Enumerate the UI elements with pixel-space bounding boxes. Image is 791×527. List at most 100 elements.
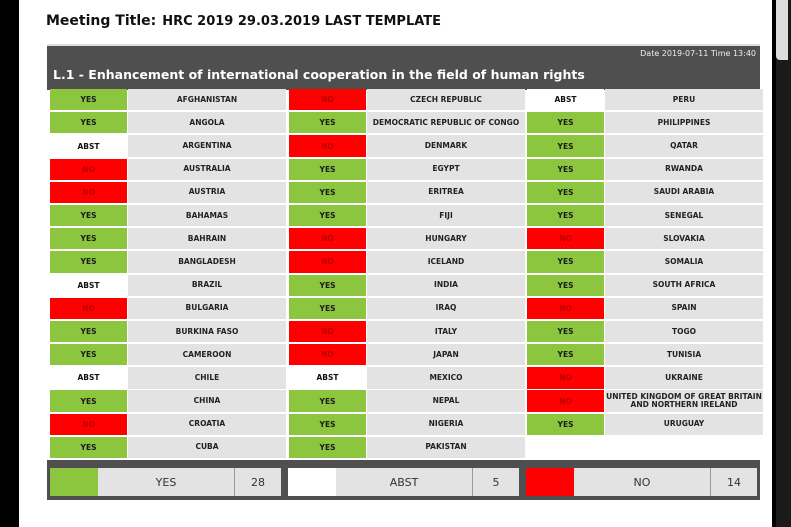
- vote-row: NO BULGARIA: [50, 297, 286, 319]
- country-name: DENMARK: [367, 135, 525, 157]
- vote-row: YES BURKINA FASO: [50, 320, 286, 343]
- vote-row: YES SAUDI ARABIA: [527, 181, 763, 204]
- country-name: SAUDI ARABIA: [605, 181, 763, 204]
- total-label: ABST: [336, 468, 473, 496]
- vote-badge: NO: [527, 367, 604, 389]
- scrollbar[interactable]: [776, 0, 791, 527]
- vote-badge: YES: [527, 344, 604, 366]
- vote-badge: YES: [527, 135, 604, 157]
- vote-row: YES CHINA: [50, 390, 286, 412]
- country-name: RWANDA: [605, 158, 763, 180]
- vote-row: ABST ARGENTINA: [50, 135, 286, 157]
- vote-row: NO AUSTRALIA: [50, 158, 286, 180]
- vote-badge: ABST: [50, 367, 127, 389]
- vote-row: YES BAHRAIN: [50, 228, 286, 250]
- vote-row: NO ICELAND: [289, 251, 525, 273]
- country-name: IRAQ: [367, 297, 525, 319]
- vote-row: YES URUGUAY: [527, 413, 763, 435]
- vote-badge: YES: [527, 158, 604, 180]
- meeting-title-label: Meeting Title:: [46, 13, 157, 29]
- resolution-title: L.1 - Enhancement of international coope…: [53, 67, 585, 82]
- vote-row: YES PAKISTAN: [289, 436, 525, 459]
- vote-row: YES TUNISIA: [527, 344, 763, 366]
- vote-row: YES RWANDA: [527, 158, 763, 180]
- country-name: BANGLADESH: [128, 251, 286, 273]
- vote-badge: NO: [50, 413, 127, 435]
- total-yes: YES 28: [50, 468, 281, 496]
- vote-row: NO SLOVAKIA: [527, 228, 763, 250]
- vote-badge: ABST: [50, 135, 127, 157]
- country-name: PAKISTAN: [367, 436, 525, 459]
- country-name: MEXICO: [367, 367, 525, 389]
- country-name: BAHRAIN: [128, 228, 286, 250]
- vote-row: YES SOMALIA: [527, 251, 763, 273]
- country-name: CAMEROON: [128, 344, 286, 366]
- vote-row: YES NIGERIA: [289, 413, 525, 435]
- country-name: ANGOLA: [128, 112, 286, 134]
- vote-badge: YES: [50, 251, 127, 273]
- country-name: FIJI: [367, 204, 525, 227]
- vote-badge: ABST: [289, 367, 366, 389]
- vote-column: YES AFGHANISTAN YES ANGOLA ABST ARGENTINA NO AU…: [50, 89, 286, 460]
- country-name: BULGARIA: [128, 297, 286, 319]
- country-name: SPAIN: [605, 297, 763, 319]
- date-time: Date 2019-07-11 Time 13:40: [640, 49, 756, 58]
- country-name: SOMALIA: [605, 251, 763, 273]
- total-count: 5: [473, 468, 519, 496]
- vote-badge: NO: [50, 297, 127, 319]
- country-name: ARGENTINA: [128, 135, 286, 157]
- country-name: ICELAND: [367, 251, 525, 273]
- country-name: CROATIA: [128, 413, 286, 435]
- vote-row: YES FIJI: [289, 204, 525, 227]
- vote-row: YES SOUTH AFRICA: [527, 274, 763, 296]
- vote-row: YES QATAR: [527, 135, 763, 157]
- country-name: BRAZIL: [128, 274, 286, 296]
- resolution-header: Date 2019-07-11 Time 13:40 L.1 - Enhance…: [47, 44, 760, 90]
- color-swatch: [288, 468, 336, 496]
- vote-badge: NO: [527, 228, 604, 250]
- vote-column: NO CZECH REPUBLIC YES DEMOCRATIC REPUBLIC O…: [289, 89, 525, 460]
- vote-totals: YES 28 ABST 5 NO 14: [47, 460, 760, 500]
- vote-row: NO SPAIN: [527, 297, 763, 319]
- vote-row: YES PHILIPPINES: [527, 112, 763, 134]
- vote-badge: NO: [289, 89, 366, 111]
- color-swatch: [526, 468, 574, 496]
- vote-row: YES EGYPT: [289, 158, 525, 180]
- vote-badge: YES: [527, 274, 604, 296]
- vote-row: YES BANGLADESH: [50, 251, 286, 273]
- vote-badge: YES: [527, 204, 604, 227]
- total-label: NO: [574, 468, 711, 496]
- country-name: SENEGAL: [605, 204, 763, 227]
- vote-badge: YES: [50, 320, 127, 343]
- country-name: NEPAL: [367, 390, 525, 412]
- vote-row: YES DEMOCRATIC REPUBLIC OF CONGO: [289, 112, 525, 134]
- country-name: CUBA: [128, 436, 286, 459]
- vote-row: NO UNITED KINGDOM OF GREAT BRITAIN AND NO…: [527, 390, 763, 412]
- vote-badge: YES: [50, 204, 127, 227]
- country-name: AUSTRIA: [128, 181, 286, 204]
- country-name: TUNISIA: [605, 344, 763, 366]
- vote-badge: NO: [289, 228, 366, 250]
- vote-badge: YES: [527, 112, 604, 134]
- total-label: YES: [98, 468, 235, 496]
- vote-row: ABST PERU: [527, 89, 763, 111]
- country-name: NIGERIA: [367, 413, 525, 435]
- vote-badge: YES: [50, 228, 127, 250]
- vote-row: ABST CHILE: [50, 367, 286, 389]
- vote-badge: YES: [527, 320, 604, 343]
- country-name: UKRAINE: [605, 367, 763, 389]
- country-name: CHINA: [128, 390, 286, 412]
- vote-badge: NO: [289, 320, 366, 343]
- meeting-title-value: HRC 2019 29.03.2019 LAST TEMPLATE: [162, 14, 442, 29]
- vote-row: NO ITALY: [289, 320, 525, 343]
- vote-badge: ABST: [527, 89, 604, 111]
- vote-badge: YES: [50, 344, 127, 366]
- country-name: CZECH REPUBLIC: [367, 89, 525, 111]
- country-name: TOGO: [605, 320, 763, 343]
- vote-row: YES SENEGAL: [527, 204, 763, 227]
- vote-row: NO DENMARK: [289, 135, 525, 157]
- vote-row: NO UKRAINE: [527, 367, 763, 389]
- vote-badge: YES: [50, 89, 127, 111]
- vote-row: YES IRAQ: [289, 297, 525, 319]
- country-name: EGYPT: [367, 158, 525, 180]
